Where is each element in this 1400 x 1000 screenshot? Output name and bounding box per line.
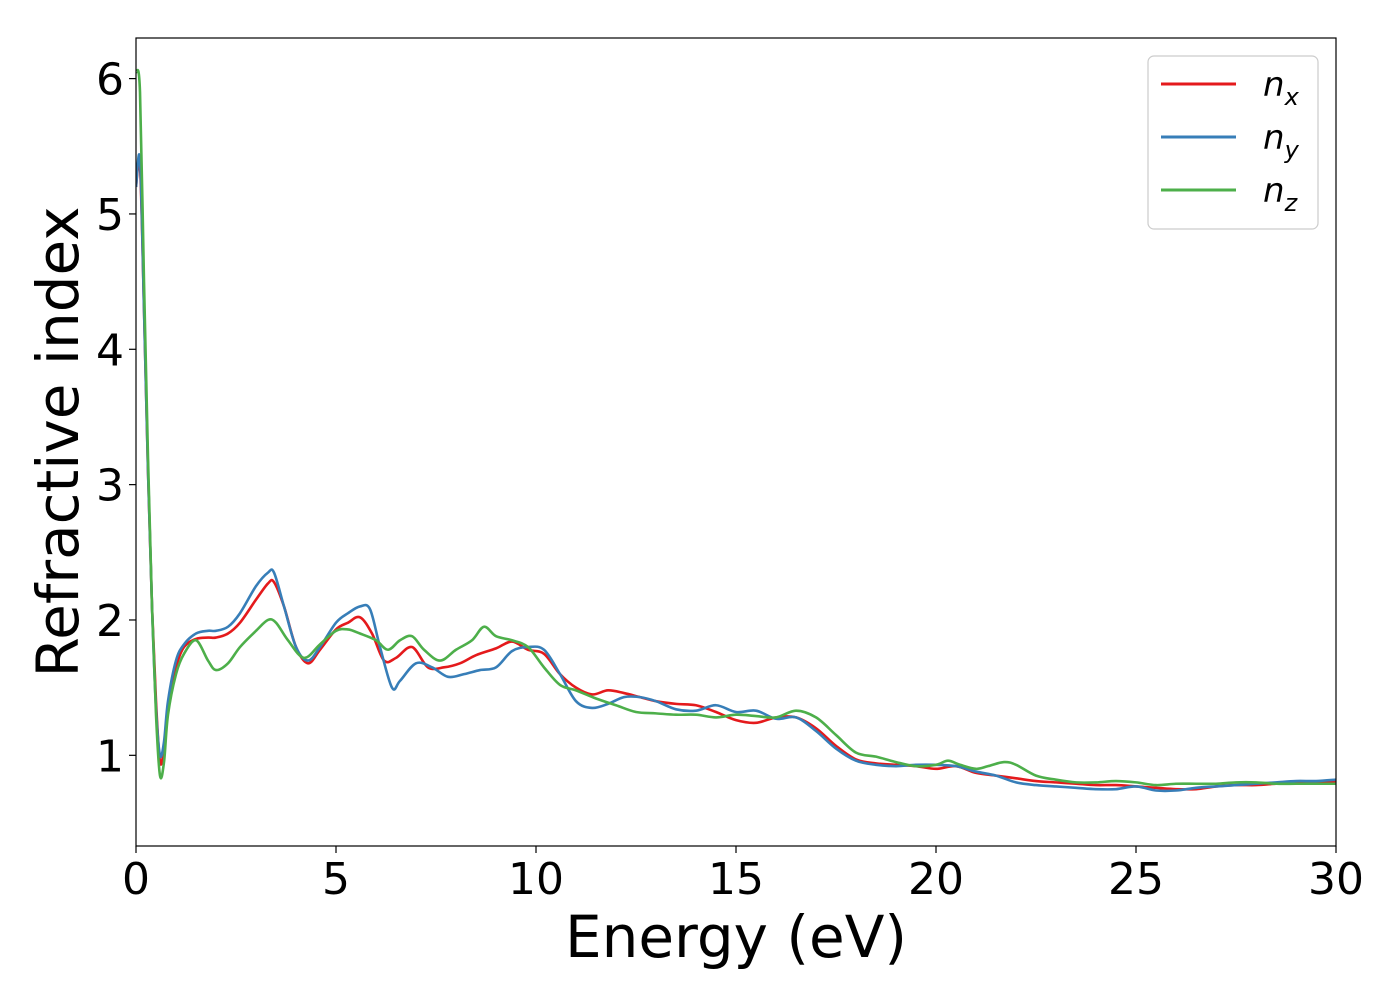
y-tick-label: 2 bbox=[96, 596, 124, 647]
x-axis: 0 5 10 15 20 25 30 bbox=[122, 846, 1364, 905]
y-tick-label: 6 bbox=[96, 55, 124, 106]
x-tick-label: 0 bbox=[122, 854, 150, 905]
series-line-z bbox=[136, 68, 1336, 787]
x-tick-label: 10 bbox=[508, 854, 564, 905]
y-tick-label: 5 bbox=[96, 190, 124, 241]
legend-box bbox=[1147, 55, 1319, 230]
x-tick-label: 20 bbox=[908, 854, 964, 905]
y-tick-label: 3 bbox=[96, 461, 124, 512]
x-tick-label: 15 bbox=[708, 854, 764, 905]
y-tick-label: 4 bbox=[96, 325, 124, 376]
y-axis: 1 2 3 4 5 6 bbox=[96, 55, 136, 782]
x-tick-label: 30 bbox=[1308, 854, 1364, 905]
y-axis-title: Refractive index bbox=[24, 206, 92, 677]
x-tick-label: 25 bbox=[1108, 854, 1164, 905]
series-line-y bbox=[136, 153, 1336, 793]
x-axis-title: Energy (eV) bbox=[565, 903, 907, 971]
series-layer bbox=[136, 68, 1336, 793]
y-tick-label: 1 bbox=[96, 731, 124, 782]
x-tick-label: 5 bbox=[322, 854, 350, 905]
